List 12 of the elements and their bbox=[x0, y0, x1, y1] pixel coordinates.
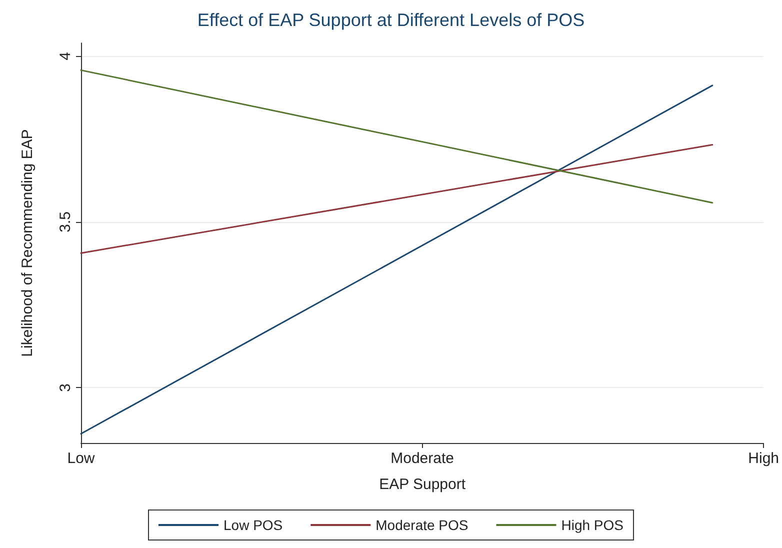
chart-title: Effect of EAP Support at Different Levels of POS bbox=[197, 10, 585, 30]
x-tick-label: Moderate bbox=[390, 450, 454, 467]
y-tick-label: 3.5 bbox=[57, 212, 74, 232]
x-tick-label: Low bbox=[67, 450, 95, 467]
x-axis-title: EAP Support bbox=[379, 476, 466, 493]
legend-label: High POS bbox=[561, 517, 624, 533]
y-tick-label: 3 bbox=[57, 383, 74, 392]
y-axis-title: Likelihood of Recommending EAP bbox=[19, 129, 36, 357]
y-tick-label: 4 bbox=[57, 52, 74, 60]
x-tick-label: High bbox=[748, 450, 780, 467]
legend-label: Moderate POS bbox=[376, 517, 468, 533]
legend-label: Low POS bbox=[224, 517, 283, 533]
